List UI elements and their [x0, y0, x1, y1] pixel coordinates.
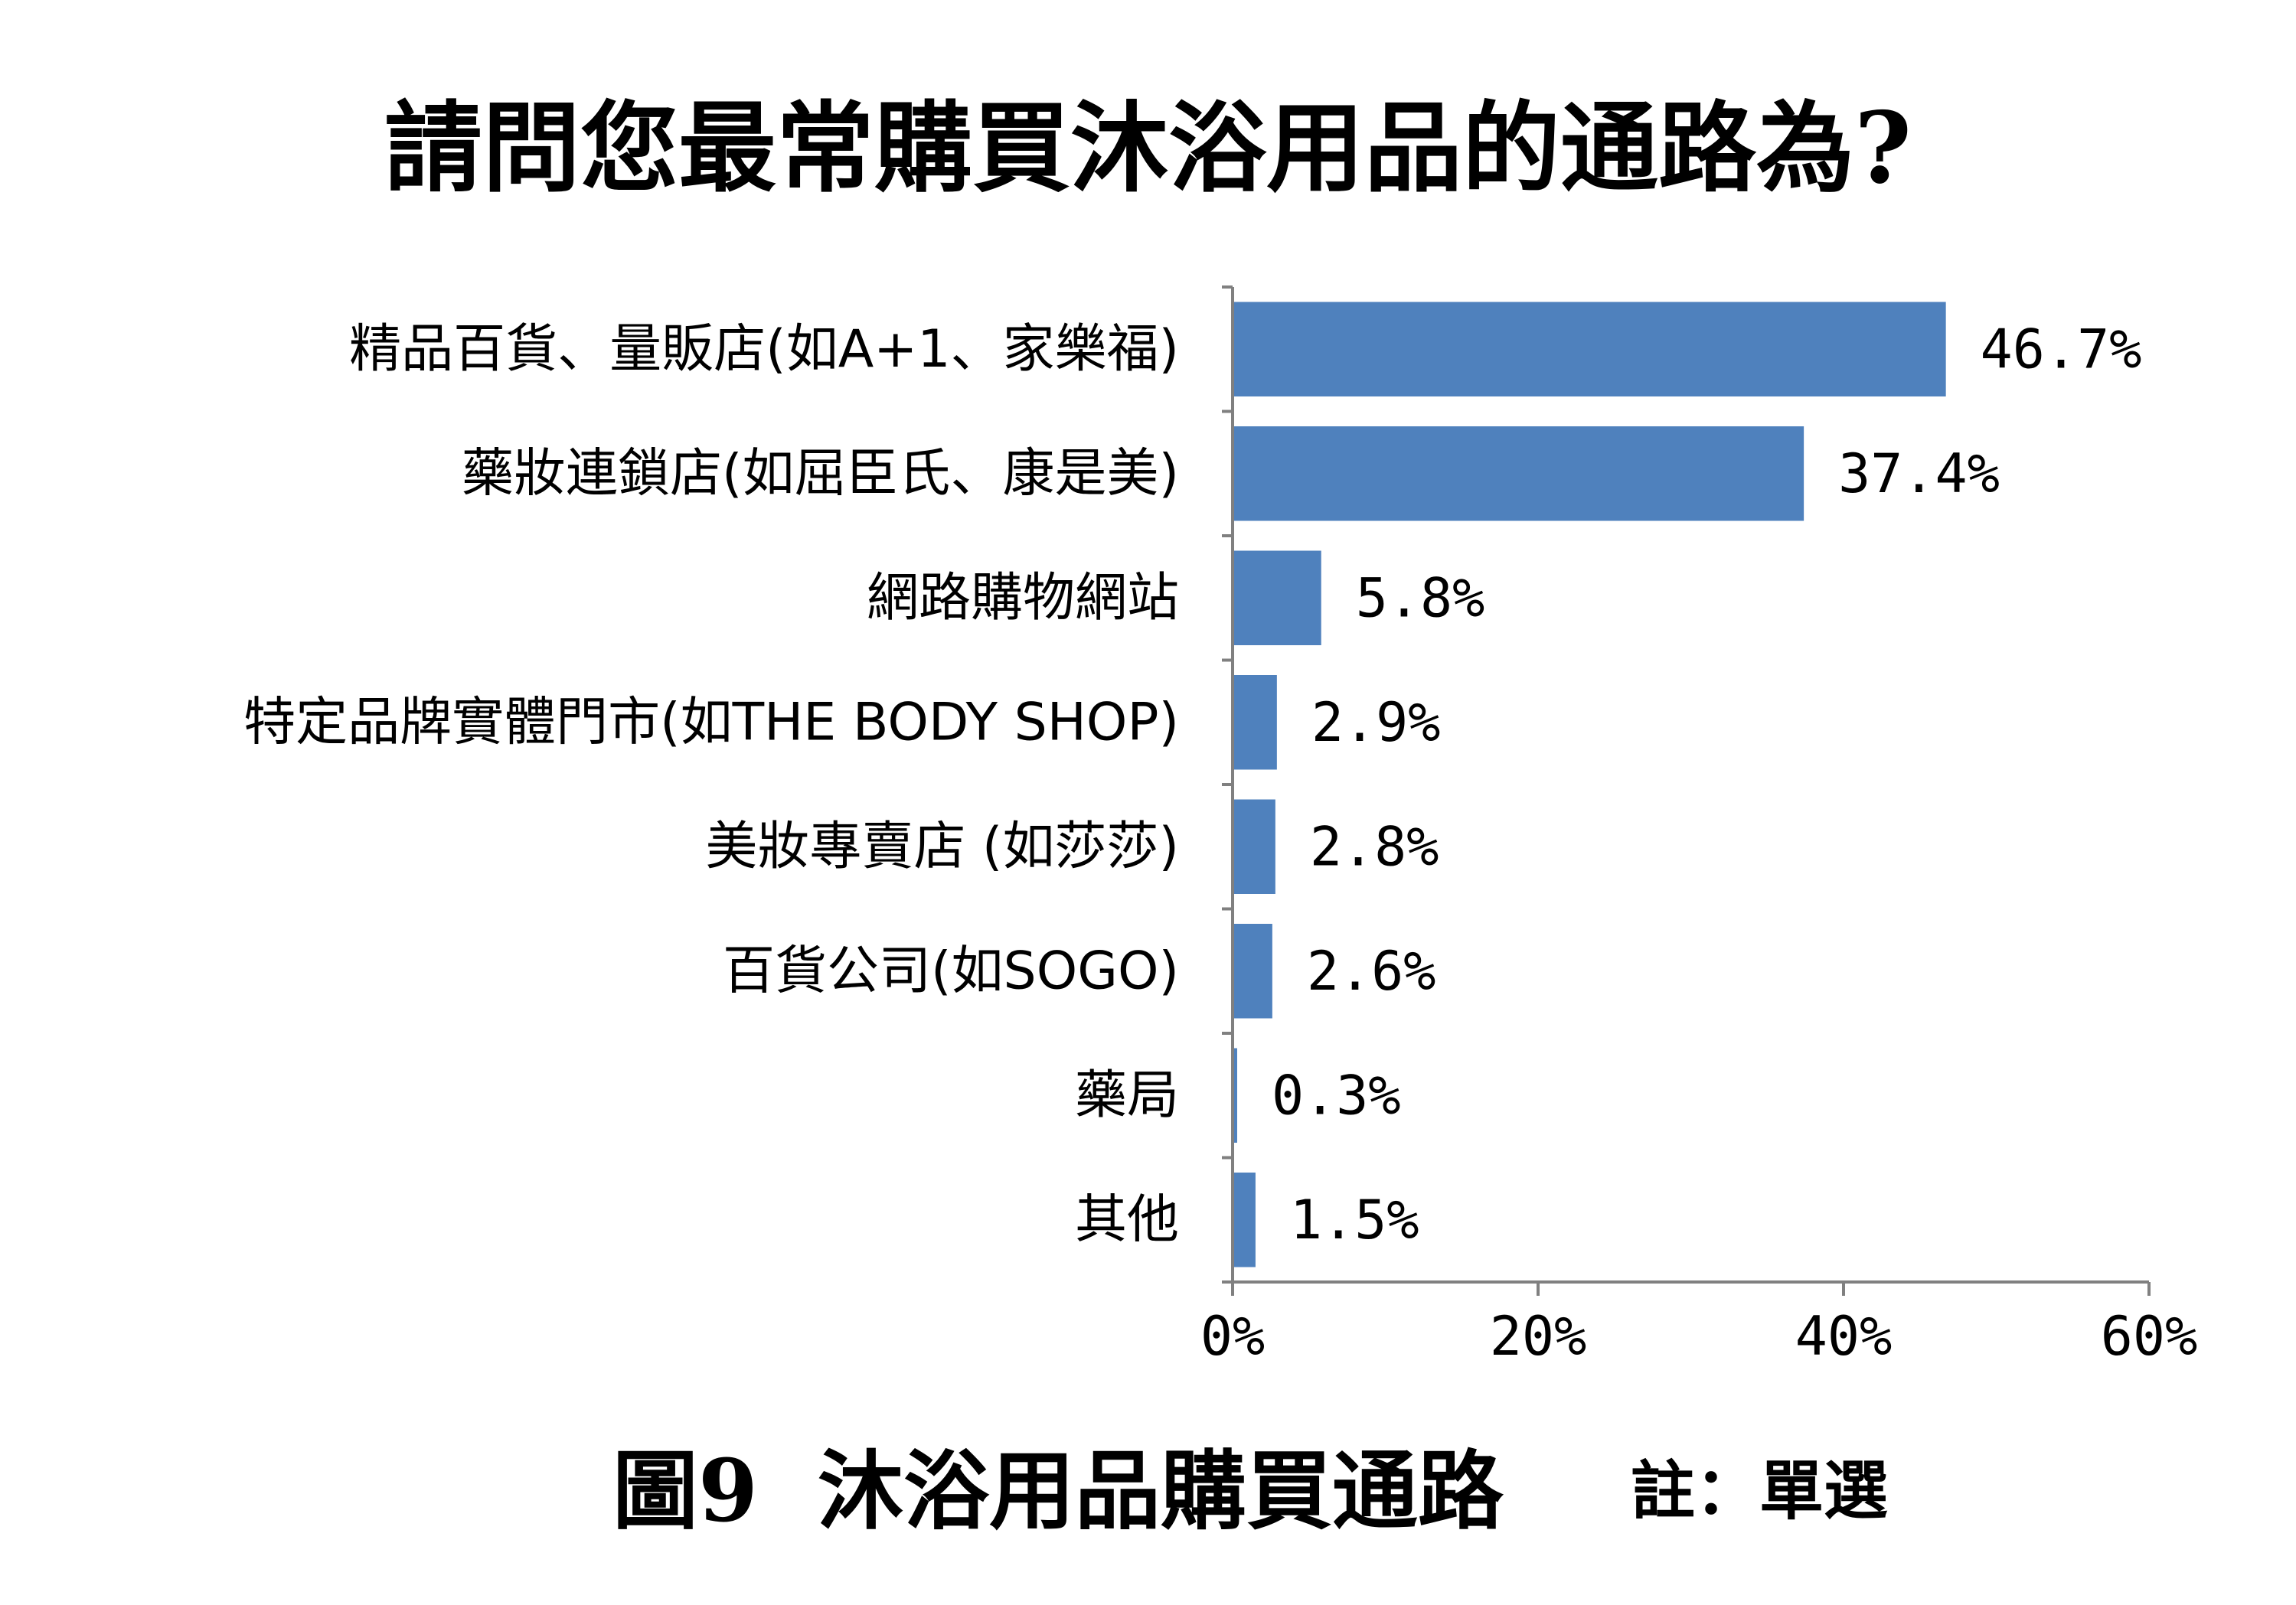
data-label: 1.5%	[1290, 1189, 1419, 1251]
category-label: 百貨公司(如SOGO)	[723, 941, 1179, 1001]
data-label: 46.7%	[1981, 318, 2142, 380]
data-label: 2.9%	[1311, 691, 1441, 754]
data-label: 37.4%	[1838, 442, 2000, 505]
x-tick-label: 0%	[1200, 1305, 1265, 1368]
bar	[1233, 675, 1277, 770]
bar	[1233, 550, 1321, 645]
category-label: 藥妝連鎖店(如屈臣氏、康是美)	[462, 443, 1179, 504]
bar	[1233, 426, 1804, 521]
bar	[1233, 799, 1275, 894]
x-tick-label: 40%	[1795, 1305, 1892, 1368]
category-label: 美妝專賣店 (如莎莎)	[705, 817, 1179, 877]
data-label: 2.6%	[1307, 940, 1436, 1003]
category-label: 其他	[1075, 1189, 1179, 1250]
chart-title: 請問您最常購買沐浴用品的通路為?	[384, 91, 1912, 206]
bar	[1233, 924, 1272, 1019]
bar	[1233, 1048, 1237, 1143]
data-label: 5.8%	[1356, 566, 1485, 629]
bar	[1233, 302, 1946, 396]
x-tick-label: 60%	[2101, 1305, 2197, 1368]
x-tick-label: 20%	[1490, 1305, 1586, 1368]
bar	[1233, 1173, 1256, 1267]
figure-note: 註：單選	[1631, 1453, 1889, 1528]
category-label: 精品百貨、量販店(如A+1、家樂福)	[349, 319, 1179, 380]
category-label: 網路購物網站	[867, 568, 1179, 628]
data-label: 0.3%	[1272, 1064, 1401, 1127]
data-label: 2.8%	[1310, 815, 1439, 878]
category-label: 藥局	[1075, 1065, 1179, 1126]
figure-caption: 圖9 沐浴用品購買通路	[612, 1441, 1504, 1541]
category-label: 特定品牌實體門市(如THE BODY SHOP)	[243, 692, 1179, 752]
